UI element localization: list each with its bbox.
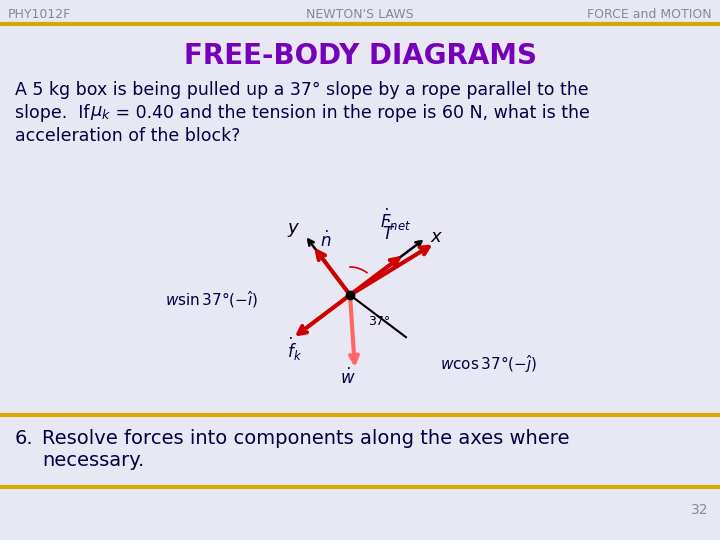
Text: 6.: 6. xyxy=(15,429,34,448)
Text: $\dot{T}$: $\dot{T}$ xyxy=(382,221,395,244)
Text: $\dot{F}_{net}$: $\dot{F}_{net}$ xyxy=(380,207,411,233)
Text: Resolve forces into components along the axes where: Resolve forces into components along the… xyxy=(42,429,570,448)
Text: A 5 kg box is being pulled up a 37° slope by a rope parallel to the: A 5 kg box is being pulled up a 37° slop… xyxy=(15,81,589,99)
Text: slope.  If: slope. If xyxy=(15,104,95,122)
Text: PHY1012F: PHY1012F xyxy=(8,8,71,21)
Text: $y$: $y$ xyxy=(287,221,300,239)
Text: = 0.40 and the tension in the rope is 60 N, what is the: = 0.40 and the tension in the rope is 60… xyxy=(110,104,590,122)
Text: 32: 32 xyxy=(690,503,708,517)
Text: $w\cos 37°(-\hat{\jmath})$: $w\cos 37°(-\hat{\jmath})$ xyxy=(440,353,537,375)
Text: $\dot{w}$: $\dot{w}$ xyxy=(340,368,356,388)
Text: 37°: 37° xyxy=(368,315,390,328)
Text: $\mu_k$: $\mu_k$ xyxy=(90,104,112,122)
Text: $w\sin 37°(-\hat{\imath})$: $w\sin 37°(-\hat{\imath})$ xyxy=(165,288,258,309)
Text: $x$: $x$ xyxy=(430,228,443,246)
Text: acceleration of the block?: acceleration of the block? xyxy=(15,127,240,145)
Text: FORCE and MOTION: FORCE and MOTION xyxy=(588,8,712,21)
Text: NEWTON'S LAWS: NEWTON'S LAWS xyxy=(306,8,414,21)
Text: $\dot{n}$: $\dot{n}$ xyxy=(320,231,331,252)
Text: necessary.: necessary. xyxy=(42,450,144,469)
Text: FREE-BODY DIAGRAMS: FREE-BODY DIAGRAMS xyxy=(184,42,536,70)
Text: $\dot{f}_k$: $\dot{f}_k$ xyxy=(287,336,302,363)
